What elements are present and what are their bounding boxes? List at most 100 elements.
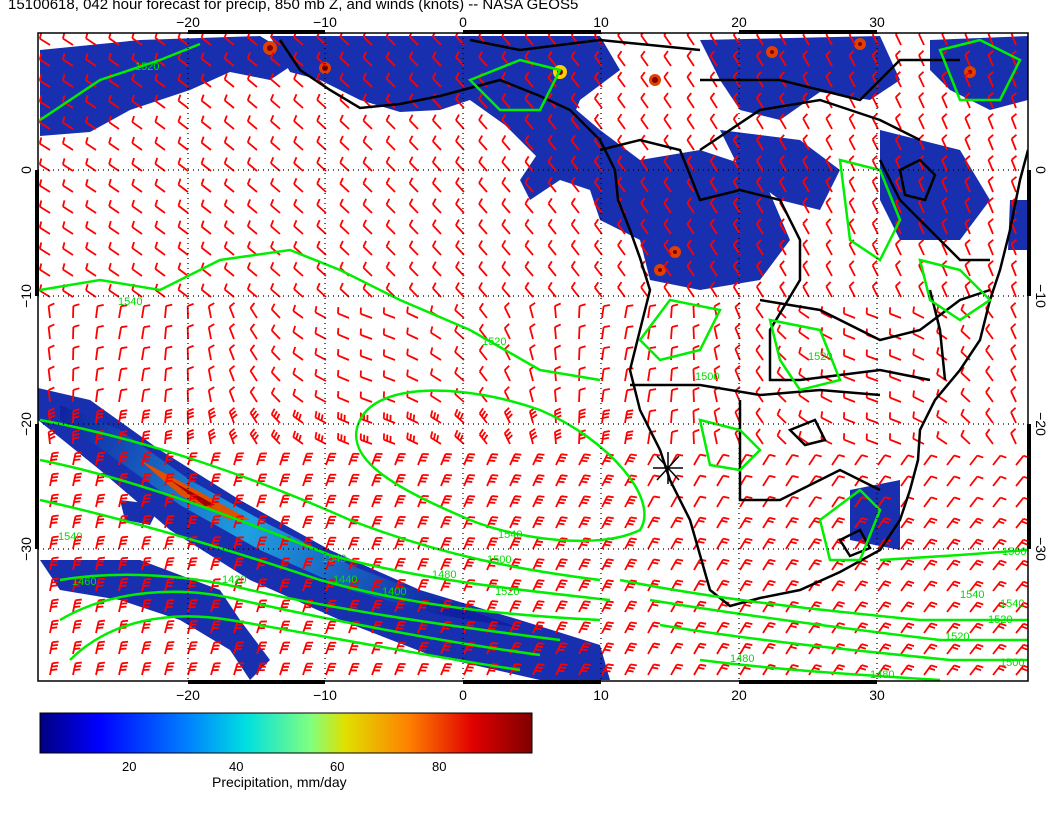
wind-barb [570,218,580,235]
wind-barb [108,241,120,256]
wind-barb [223,52,235,67]
wind-barb [385,261,396,277]
wind-barb [1010,134,1018,151]
wind-barb [454,429,465,445]
wind-barb [509,516,522,529]
wind-barb [279,473,291,487]
wind-barb [941,92,948,109]
wind-barb [131,94,143,109]
wind-barb [912,306,925,319]
wind-barb [131,262,143,277]
wind-barb [200,157,212,172]
wind-barb [1015,559,1028,571]
wind-barb [223,262,235,277]
wind-barb [547,281,557,298]
wind-barb [756,50,764,67]
wind-barb [762,579,776,592]
wind-barb [785,495,799,508]
wind-barb [547,134,557,151]
wind-barb [877,496,892,508]
wind-barb [279,662,291,676]
wind-barb [478,407,489,424]
wind-barb [570,134,580,151]
wind-barb [594,260,603,277]
wind-barb [640,113,649,130]
wind-barb [985,365,994,382]
wind-barb [233,641,244,655]
wind-barb [249,407,259,424]
longitude-labels-bottom: −20 −10 0 10 20 30 [176,687,885,703]
wind-barb [337,433,350,445]
wind-barb [228,428,238,445]
wind-barb [992,538,1007,550]
lon-label-top: −20 [176,14,200,30]
wind-barb [394,515,406,529]
wind-barb [709,71,718,88]
wind-barb [601,516,614,529]
wind-barb [359,370,373,382]
contour-label: 1520 [135,61,159,73]
wind-barb [528,428,538,445]
wind-barb [624,388,634,403]
wind-barb [292,304,304,319]
wind-barb [987,134,994,151]
wind-barb [270,366,281,382]
wind-barb [594,239,603,256]
wind-barb [187,620,198,634]
wind-barb [686,33,695,46]
wind-barb [888,433,902,445]
colorbar-tick-60: 60 [330,759,345,774]
wind-barb [624,430,634,445]
wind-barb [877,475,892,487]
wind-barb [429,410,442,424]
wind-barb [923,622,938,634]
wind-barb [617,239,626,256]
wind-barb [394,578,406,592]
wind-barb [1010,260,1018,277]
wind-barb [825,176,833,193]
wind-barb [440,474,452,487]
wind-barb [854,517,869,529]
wind-barb [756,260,764,277]
wind-barb [785,621,799,634]
wind-barb [339,135,350,151]
wind-barb [186,302,194,319]
wind-barb [524,155,534,172]
wind-barb [808,538,822,550]
wind-barb [362,114,373,130]
wind-barb [964,50,971,67]
wind-barb [154,136,166,151]
wind-barb [429,326,442,340]
wind-barb [131,241,143,256]
wind-barb [709,155,718,172]
wind-barb [969,643,984,655]
wind-barb [62,179,74,193]
wind-barb [802,50,810,67]
wind-barb [900,454,915,466]
wind-barb [186,386,194,403]
wind-barb [964,176,971,193]
wind-barb [210,473,221,487]
wind-barb [647,642,661,655]
wind-barb [848,113,856,130]
wind-barb [385,135,396,151]
wind-barb [429,431,442,445]
wind-barb [337,412,350,424]
wind-barb [177,241,189,256]
wind-barb [501,114,511,130]
wind-barb [440,516,452,529]
wind-barb [177,52,189,67]
wind-barb [95,514,106,529]
wind-barb [200,178,212,193]
wind-barb [848,50,856,67]
wind-barb [85,263,97,277]
wind-barb [186,365,194,382]
wind-barb [463,663,476,676]
wind-barb [270,177,281,193]
wind-barb [686,71,695,88]
wind-barb [946,622,961,634]
wind-barb [555,516,568,529]
wind-barb [382,370,396,382]
wind-barb [455,282,465,298]
